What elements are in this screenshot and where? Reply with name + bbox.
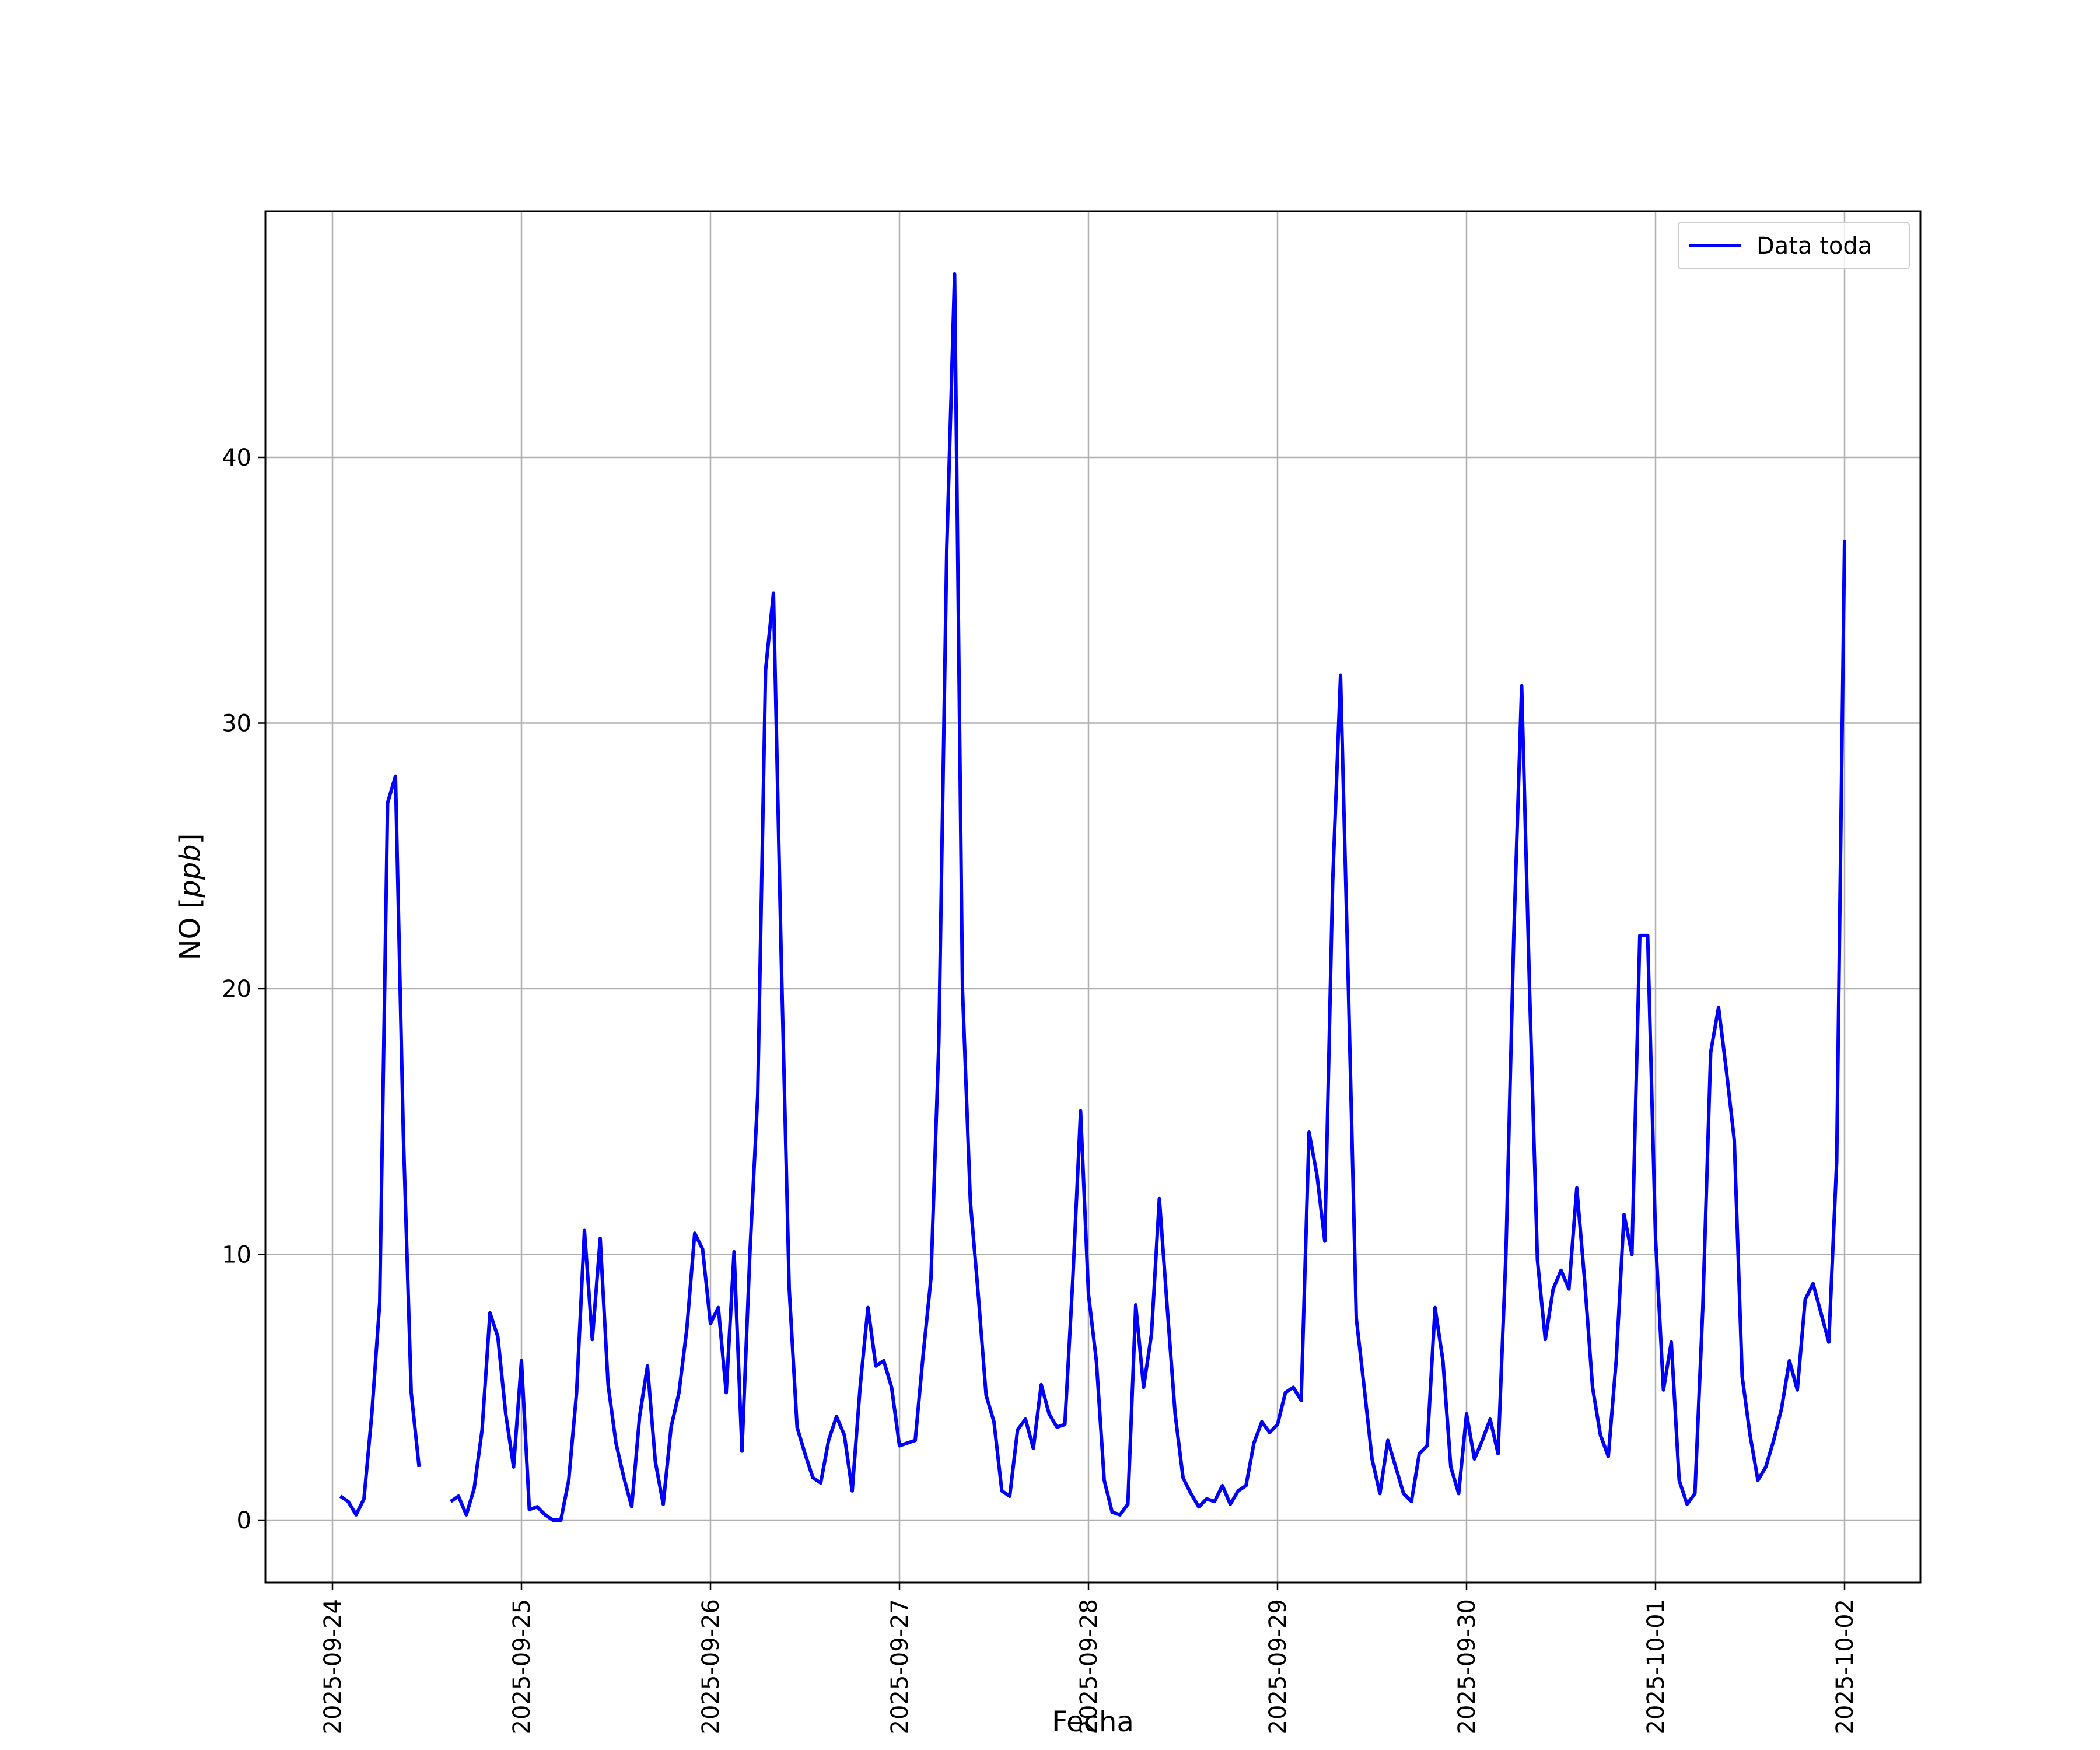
- x-tick-label: 2025-09-28: [1076, 1599, 1102, 1734]
- legend: Data toda: [1678, 222, 1910, 270]
- y-ticks: 0 10 20 30 40: [222, 444, 265, 1534]
- y-tick-label: 10: [222, 1242, 251, 1269]
- plot-frame: [264, 210, 1922, 1584]
- y-tick-label: 40: [222, 444, 251, 471]
- series-line-data-toda-segment: [449, 272, 1846, 1522]
- series-line-data-toda-segment: [339, 774, 421, 1517]
- x-tick-label: 2025-10-01: [1643, 1599, 1670, 1734]
- x-tick-label: 2025-09-25: [509, 1599, 536, 1734]
- x-tick-label: 2025-09-30: [1454, 1599, 1480, 1734]
- legend-entry-data-toda: Data toda: [1756, 233, 1872, 260]
- x-ticks: 2025-09-24 2025-09-25 2025-09-26 2025-09-27…: [320, 1583, 1859, 1734]
- x-tick-label: 2025-10-02: [1832, 1599, 1859, 1734]
- legend-box: [1678, 222, 1910, 270]
- x-tick-label: 2025-09-27: [887, 1599, 914, 1734]
- x-tick-label: 2025-09-29: [1265, 1599, 1292, 1734]
- y-axis-label: NO [ppb]: [174, 834, 206, 961]
- y-axis-label-suffix: ]: [174, 834, 206, 845]
- y-tick-label: 0: [237, 1507, 251, 1534]
- series-layer: [339, 272, 1846, 1522]
- x-axis-label: Fecha: [1052, 1706, 1134, 1738]
- x-tick-label: 2025-09-26: [698, 1599, 724, 1734]
- y-tick-label: 20: [222, 976, 251, 1003]
- grid-layer: [265, 211, 1920, 1583]
- y-axis-label-unit: ppb: [174, 844, 206, 898]
- y-axis-label-prefix: NO [: [174, 898, 206, 961]
- x-tick-label: 2025-09-24: [320, 1599, 346, 1734]
- y-tick-label: 30: [222, 710, 251, 737]
